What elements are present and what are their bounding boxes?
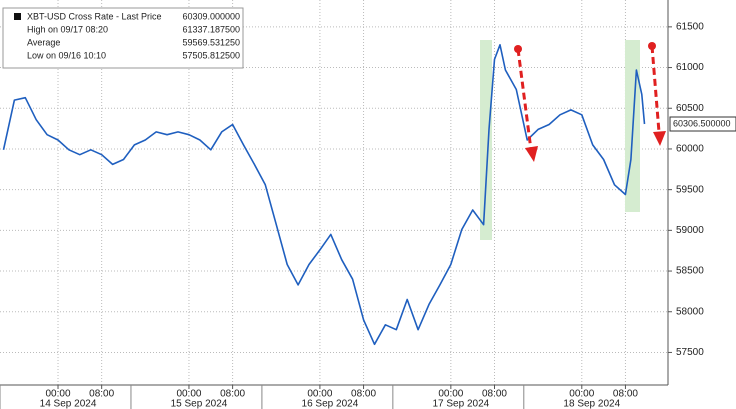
x-tick-label: 08:00: [220, 389, 245, 400]
legend-label: Average: [27, 37, 60, 47]
y-tick-label: 60500: [676, 103, 704, 114]
arrow: [648, 42, 666, 146]
legend-value: 59569.531250: [182, 37, 240, 47]
legend: [2, 7, 244, 69]
y-tick-label: 59500: [676, 184, 704, 195]
x-tick-label: 08:00: [482, 389, 507, 400]
y-tick-label: 59000: [676, 225, 704, 236]
legend-rows: XBT-USD Cross Rate - Last Price 60309.000…: [27, 11, 240, 60]
day-label: 17 Sep 2024: [432, 399, 489, 409]
legend-value: 60309.000000: [182, 11, 240, 21]
x-tick-label: 00:00: [176, 389, 201, 400]
highlight: [480, 40, 492, 240]
plot: [2, 44, 646, 346]
legend-value: 61337.187500: [182, 24, 240, 34]
x-tick-label: 00:00: [569, 389, 594, 400]
y-tick-label: 57500: [676, 347, 704, 358]
y-tick-label: 58500: [676, 266, 704, 277]
legend-label: High on 09/17 08:20: [27, 24, 108, 34]
day-label: 14 Sep 2024: [40, 399, 97, 409]
x-tick-label: 00:00: [307, 389, 332, 400]
day-label: 16 Sep 2024: [302, 399, 359, 409]
legend-label: Low on 09/16 10:10: [27, 50, 106, 60]
day-label: 18 Sep 2024: [563, 399, 620, 409]
last-price-tag: [669, 116, 736, 132]
last-price-label: 60306.500000: [673, 118, 731, 128]
x-tick-label: 08:00: [351, 389, 376, 400]
y-tick-label: 60000: [676, 144, 704, 155]
x-tick-label: 00:00: [46, 389, 71, 400]
y-tick-label: 58000: [676, 306, 704, 317]
price-line: [2, 44, 646, 346]
y-tick-label: 61000: [676, 62, 704, 73]
x-tick-label: 00:00: [438, 389, 463, 400]
y-tick-label: 61500: [676, 22, 704, 33]
x-tick-label: 08:00: [613, 389, 638, 400]
day-label: 15 Sep 2024: [171, 399, 228, 409]
arrow: [514, 45, 538, 162]
x-tick-label: 08:00: [89, 389, 114, 400]
legend-label: XBT-USD Cross Rate - Last Price: [27, 11, 162, 21]
legend-value: 57505.812500: [182, 50, 240, 60]
axes: 57500 58000 58500 59000 59500 60000 60500 61000…: [0, 22, 736, 409]
legend-swatch: [14, 13, 21, 20]
